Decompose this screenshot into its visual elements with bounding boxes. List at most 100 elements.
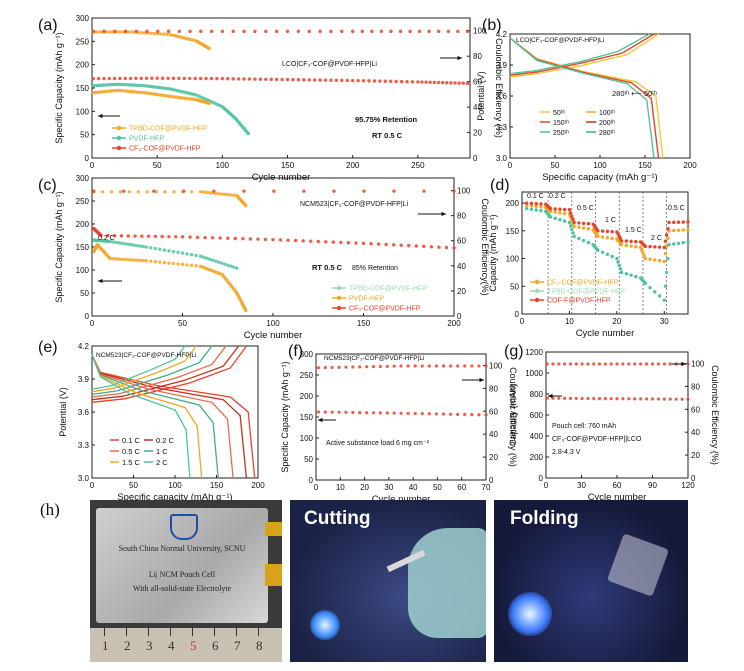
y2-tick-label: 20 — [473, 129, 482, 138]
b-title: LCO|CF₃-COF@PVDF-HFP|Li — [516, 37, 604, 44]
a-series-3 — [158, 32, 163, 36]
a-series-0 — [428, 80, 432, 84]
x-axis-label: Cycle number — [244, 330, 303, 341]
c-series-0 — [376, 242, 381, 246]
a-series-0 — [340, 78, 344, 83]
ruler-tick — [104, 628, 105, 636]
panel-g-letter: (g) — [504, 343, 524, 360]
ruler-number: 7 — [234, 638, 241, 653]
ruler-number: 3 — [146, 638, 153, 653]
a-series-0 — [420, 80, 424, 84]
a-series-0 — [291, 77, 295, 82]
c-series-0 — [324, 240, 328, 244]
c-series-4 — [422, 189, 426, 193]
g-series-0 — [662, 397, 666, 401]
a-series-0 — [258, 77, 263, 81]
d-legend-2-label: COF-F@PVDF-HFP — [547, 298, 611, 305]
a-series-4 — [91, 29, 96, 34]
a-series-4 — [199, 29, 203, 34]
c-series-1 — [232, 265, 236, 269]
c-series-1 — [229, 264, 233, 268]
g-series-0 — [545, 396, 549, 400]
f-series-1 — [406, 364, 410, 368]
a-series-0 — [209, 76, 214, 81]
c-series-1 — [158, 247, 162, 251]
a-arrow-right-head — [457, 55, 462, 61]
y2-tick-label: 60 — [691, 405, 700, 414]
c-series-3 — [190, 190, 194, 194]
f-series-1 — [358, 365, 362, 369]
d-point-0 — [666, 236, 670, 241]
c-series-1 — [138, 244, 142, 248]
e-charge-5 — [91, 345, 186, 390]
x-tick-label: 90 — [648, 481, 657, 490]
d-point-2 — [570, 214, 574, 218]
a-series-0 — [128, 76, 133, 81]
d-point-1 — [577, 236, 581, 241]
g-series-0 — [656, 397, 661, 401]
d-point-0 — [610, 236, 614, 241]
x-tick-label: 0 — [544, 481, 549, 490]
led-bulb-icon — [310, 610, 340, 640]
a-series-0 — [134, 76, 138, 81]
charts-layer: 0 50 100 150 200 2500501001502002503000204060… — [38, 14, 720, 505]
a-series-0 — [383, 79, 387, 83]
a-series-0 — [247, 77, 252, 81]
d-point-2 — [571, 217, 575, 222]
a-series-0 — [280, 77, 284, 82]
f-series-0 — [406, 411, 410, 415]
panel-a: 0 50 100 150 200 2500501001502002503000204060… — [38, 14, 504, 183]
panel-b-letter: (b) — [482, 17, 502, 34]
y-tick-label: 50 — [80, 131, 89, 140]
x-tick-label: 30 — [577, 481, 586, 490]
y-tick-label: 150 — [506, 227, 520, 236]
y2-tick-label: 40 — [489, 430, 498, 439]
a-series-0 — [449, 81, 453, 85]
c-series-0 — [160, 234, 164, 239]
panel-e-letter: (e) — [38, 339, 58, 356]
d-point-2 — [529, 201, 534, 206]
d-point-1 — [617, 263, 621, 268]
g-series-0 — [603, 397, 607, 401]
a-series-4 — [427, 29, 431, 34]
x-tick-label: 50 — [551, 161, 560, 170]
y2-tick-label: 100 — [457, 187, 471, 196]
x-axis-label: Cycle number — [588, 492, 647, 503]
a-series-3 — [107, 30, 111, 34]
f-series-0 — [330, 410, 334, 414]
panel-a-letter: (a) — [38, 17, 58, 34]
f-series-0 — [364, 411, 369, 415]
a-series-0 — [107, 76, 111, 81]
a-series-0 — [457, 81, 461, 85]
d-point-2 — [558, 207, 562, 211]
e-charge-4 — [91, 345, 197, 393]
d-point-1 — [525, 206, 529, 211]
c-series-3 — [226, 192, 230, 197]
d-point-0 — [663, 251, 668, 256]
c-series-2 — [194, 264, 198, 268]
d-point-2 — [653, 245, 657, 249]
a-series-0 — [236, 77, 241, 81]
a-series-0 — [432, 80, 437, 85]
x-tick-label: 150 — [638, 161, 652, 170]
c-series-1 — [207, 257, 212, 261]
a-series-0 — [296, 78, 301, 82]
a-series-4 — [209, 29, 214, 34]
y-tick-label: 0 — [515, 310, 520, 319]
y2-tick-label: 100 — [473, 27, 487, 36]
a-series-4 — [166, 29, 171, 34]
c-series-1 — [108, 239, 112, 244]
a-series-0 — [204, 76, 208, 81]
c-series-0 — [153, 234, 158, 239]
a-series-0 — [318, 78, 322, 82]
c-series-0 — [218, 236, 222, 240]
f-series-1 — [477, 364, 481, 368]
x-tick-label: 0 — [520, 317, 525, 326]
y-tick-label: 4.2 — [496, 30, 508, 39]
g-series-1 — [563, 362, 567, 366]
d-point-2 — [596, 229, 600, 233]
a-series-3 — [152, 31, 156, 36]
g-series-0 — [633, 397, 637, 401]
c-series-0 — [248, 237, 253, 241]
a-series-4 — [264, 29, 268, 34]
